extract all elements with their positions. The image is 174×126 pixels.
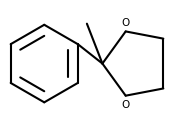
Text: O: O [122,18,130,28]
Text: O: O [122,100,130,110]
